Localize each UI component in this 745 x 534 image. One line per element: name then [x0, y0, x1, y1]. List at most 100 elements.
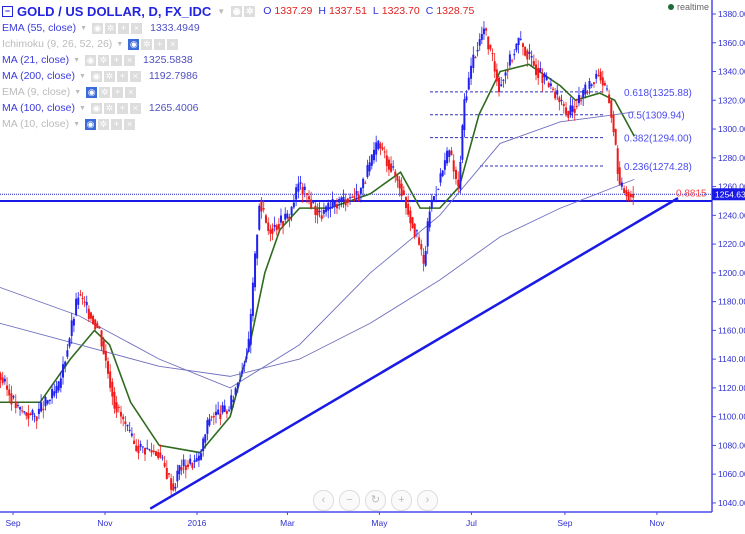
- candle-down: [344, 199, 347, 206]
- candle-down: [104, 350, 107, 361]
- time-tick-label: Jul: [466, 518, 477, 528]
- candle-up: [556, 90, 559, 95]
- ma-long-line: [0, 178, 635, 377]
- candle-down: [418, 237, 421, 245]
- candle-down: [457, 179, 460, 187]
- indicator-label[interactable]: MA (21, close): [2, 54, 70, 66]
- plus-icon[interactable]: +: [118, 22, 130, 34]
- candle-down: [21, 410, 24, 412]
- candle-up: [482, 28, 485, 35]
- eye-icon[interactable]: ◉: [85, 118, 97, 130]
- candle-up: [470, 65, 473, 79]
- zoom-out-button[interactable]: −: [339, 490, 360, 511]
- scroll-left-button[interactable]: ‹: [313, 490, 334, 511]
- candle-down: [625, 190, 628, 197]
- candle-up: [359, 187, 362, 194]
- candle-down: [163, 462, 166, 467]
- candle-down: [405, 197, 408, 209]
- candle-down: [271, 228, 274, 234]
- gear-icon[interactable]: ✲: [141, 38, 153, 50]
- plus-icon[interactable]: +: [154, 38, 166, 50]
- candle-up: [72, 318, 75, 326]
- candle-down: [454, 170, 457, 179]
- scroll-right-button[interactable]: ›: [417, 490, 438, 511]
- candle-up: [251, 282, 254, 316]
- reset-button[interactable]: ↻: [365, 490, 386, 511]
- gear-icon[interactable]: ✲: [98, 118, 110, 130]
- indicator-label[interactable]: MA (200, close): [2, 70, 75, 82]
- plus-icon[interactable]: +: [116, 102, 128, 114]
- eye-icon[interactable]: ◉: [128, 38, 140, 50]
- close-icon[interactable]: ×: [131, 22, 143, 34]
- gear-icon[interactable]: ✲: [105, 22, 117, 34]
- chevron-down-icon[interactable]: ▼: [78, 104, 86, 112]
- candle-up: [338, 199, 341, 203]
- low-value: 1323.70: [381, 5, 420, 17]
- candle-down: [150, 449, 153, 453]
- gear-icon[interactable]: ✲: [103, 102, 115, 114]
- plus-icon[interactable]: +: [112, 86, 124, 98]
- candle-up: [234, 388, 237, 396]
- candle-up: [437, 188, 440, 190]
- chevron-down-icon[interactable]: ▼: [74, 88, 82, 96]
- eye-icon[interactable]: ◉: [90, 70, 102, 82]
- eye-icon[interactable]: ◉: [85, 54, 97, 66]
- gear-icon[interactable]: ✲: [99, 86, 111, 98]
- collapse-icon[interactable]: −: [2, 5, 13, 17]
- candle-down: [390, 163, 393, 172]
- indicator-label[interactable]: Ichimoku (9, 26, 52, 26): [2, 38, 113, 50]
- candle-up: [204, 434, 207, 443]
- candle-up: [545, 76, 548, 81]
- plus-icon[interactable]: +: [116, 70, 128, 82]
- plus-icon[interactable]: +: [111, 118, 123, 130]
- eye-icon[interactable]: ◉: [86, 86, 98, 98]
- candle-down: [6, 385, 9, 390]
- candle-up: [189, 458, 192, 464]
- close-icon[interactable]: ×: [129, 70, 141, 82]
- plus-icon[interactable]: +: [111, 54, 123, 66]
- gear-icon[interactable]: ✲: [98, 54, 110, 66]
- eye-icon[interactable]: ◉: [92, 22, 104, 34]
- symbol-title[interactable]: GOLD / US DOLLAR, D, FX_IDC: [17, 3, 212, 19]
- candle-up: [31, 410, 34, 415]
- chevron-down-icon[interactable]: ▼: [78, 72, 86, 80]
- chevron-down-icon[interactable]: ▼: [73, 120, 81, 128]
- indicator-label[interactable]: EMA (9, close): [2, 86, 71, 98]
- indicator-label[interactable]: EMA (55, close): [2, 22, 77, 34]
- candle-down: [627, 191, 630, 201]
- chevron-down-icon[interactable]: ▼: [73, 56, 81, 64]
- candle-up: [55, 385, 58, 394]
- candle-down: [172, 483, 175, 491]
- candle-down: [152, 450, 155, 453]
- eye-icon[interactable]: ◉: [90, 102, 102, 114]
- chevron-down-icon[interactable]: ▼: [80, 24, 88, 32]
- candle-up: [223, 405, 226, 412]
- eye-icon[interactable]: ◉: [231, 5, 243, 17]
- indicator-label[interactable]: MA (100, close): [2, 102, 75, 114]
- close-icon[interactable]: ×: [129, 102, 141, 114]
- candle-down: [511, 60, 514, 62]
- close-icon[interactable]: ×: [124, 118, 136, 130]
- candle-down: [267, 222, 270, 231]
- indicator-row: MA (10, close) ▼ ◉ ✲ + ×: [2, 116, 480, 132]
- zoom-in-button[interactable]: +: [391, 490, 412, 511]
- candle-up: [446, 150, 449, 164]
- gear-icon[interactable]: ✲: [244, 5, 256, 17]
- indicator-row: Ichimoku (9, 26, 52, 26) ▼ ◉ ✲ + ×: [2, 36, 480, 52]
- gear-icon[interactable]: ✲: [103, 70, 115, 82]
- indicator-row: MA (200, close) ▼ ◉ ✲ + × 1192.7986: [2, 68, 480, 84]
- close-icon[interactable]: ×: [125, 86, 137, 98]
- chevron-down-icon[interactable]: ▼: [217, 6, 226, 16]
- candle-down: [107, 361, 110, 374]
- candle-down: [381, 147, 384, 150]
- chevron-down-icon[interactable]: ▼: [116, 40, 124, 48]
- candle-up: [513, 53, 516, 56]
- candle-down: [79, 294, 82, 296]
- candle-down: [119, 411, 122, 417]
- candle-up: [322, 209, 325, 214]
- close-icon[interactable]: ×: [124, 54, 136, 66]
- close-icon[interactable]: ×: [167, 38, 179, 50]
- candle-up: [214, 411, 217, 416]
- indicator-label[interactable]: MA (10, close): [2, 118, 70, 130]
